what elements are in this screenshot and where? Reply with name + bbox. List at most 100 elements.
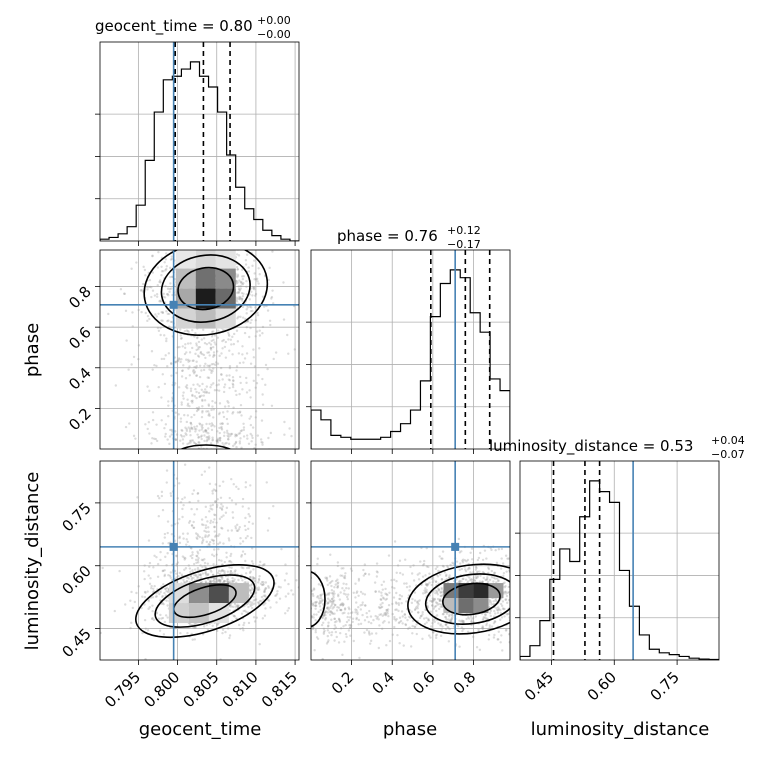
- sample-point: [159, 281, 162, 284]
- sample-point: [425, 616, 428, 620]
- sample-point: [242, 435, 246, 438]
- sample-point: [334, 583, 337, 586]
- sample-point: [228, 572, 232, 575]
- sample-point: [226, 422, 229, 426]
- sample-point: [312, 613, 316, 616]
- sample-point: [468, 579, 472, 582]
- sample-point: [258, 560, 262, 564]
- histogram-step: [311, 269, 510, 449]
- sample-point: [238, 289, 242, 292]
- sample-point: [213, 425, 216, 428]
- sample-point: [227, 442, 231, 446]
- sample-point: [493, 620, 497, 623]
- sample-point: [263, 590, 266, 594]
- sample-point: [346, 593, 350, 596]
- sample-point: [195, 409, 199, 413]
- sample-point: [223, 579, 226, 583]
- sample-point: [206, 234, 208, 236]
- sample-point: [224, 511, 228, 514]
- sample-point: [240, 282, 244, 285]
- sample-point: [170, 524, 173, 527]
- sample-point: [192, 489, 196, 492]
- sample-point: [249, 321, 252, 325]
- sample-point: [398, 597, 401, 601]
- density-cell: [175, 288, 196, 309]
- sample-point: [457, 624, 460, 628]
- sample-point: [242, 282, 245, 285]
- sample-point: [288, 427, 291, 430]
- sample-point: [250, 547, 254, 550]
- sample-point: [181, 394, 185, 397]
- sample-point: [160, 479, 162, 481]
- sample-point: [501, 600, 505, 603]
- sample-point: [252, 568, 255, 571]
- sample-point: [339, 627, 343, 630]
- sample-point: [154, 313, 157, 316]
- histogram-area: [100, 42, 299, 241]
- sample-point: [275, 574, 278, 577]
- sample-point: [300, 586, 302, 588]
- sample-point: [438, 599, 441, 603]
- sample-point: [239, 429, 243, 433]
- sample-point: [217, 389, 221, 392]
- sample-point: [165, 339, 168, 343]
- sample-point: [160, 319, 163, 322]
- sample-point: [186, 414, 190, 417]
- sample-point: [431, 599, 435, 602]
- sample-point: [441, 557, 444, 560]
- sample-point: [333, 617, 337, 621]
- sample-point: [482, 616, 485, 619]
- sample-point: [323, 612, 326, 616]
- sample-point: [517, 593, 519, 595]
- sample-point: [184, 567, 188, 570]
- sample-point: [283, 420, 286, 424]
- density-cell: [195, 308, 216, 329]
- sample-point: [425, 565, 429, 568]
- sample-point: [182, 503, 185, 507]
- y-axis-label-phase: phase: [22, 323, 43, 377]
- sample-point: [164, 284, 167, 288]
- sample-point: [240, 297, 244, 301]
- sample-point: [209, 580, 212, 584]
- sample-point: [180, 428, 183, 432]
- sample-point: [189, 389, 193, 393]
- sample-point: [337, 641, 341, 644]
- sample-point: [342, 592, 346, 595]
- sample-point: [326, 640, 330, 644]
- sample-point: [338, 598, 342, 601]
- sample-point: [239, 281, 243, 284]
- sample-point: [198, 441, 201, 444]
- sample-point: [478, 570, 481, 573]
- sample-point: [223, 431, 226, 434]
- sample-point: [385, 608, 388, 612]
- sample-point: [134, 437, 137, 440]
- sample-point: [356, 612, 359, 616]
- sample-point: [240, 555, 243, 558]
- truth-marker: [451, 542, 460, 551]
- sample-point: [185, 543, 188, 546]
- sample-point: [203, 399, 207, 402]
- sample-point: [220, 559, 223, 562]
- sample-point: [212, 563, 215, 566]
- title-luminosity-distance-plus: +0.04: [711, 434, 745, 447]
- sample-point: [209, 346, 213, 349]
- density-area: [100, 461, 299, 660]
- contour-level-1: [407, 563, 510, 635]
- sample-point: [426, 606, 430, 609]
- sample-point: [235, 365, 239, 368]
- sample-point: [201, 328, 205, 331]
- sample-point: [168, 574, 172, 578]
- sample-point: [439, 594, 442, 598]
- sample-point: [239, 287, 243, 290]
- sample-point: [238, 411, 241, 414]
- sample-point: [168, 435, 172, 438]
- sample-point: [450, 620, 453, 623]
- sample-point: [336, 606, 339, 609]
- sample-point: [249, 423, 253, 427]
- sample-point: [333, 612, 336, 615]
- sample-point: [158, 242, 160, 244]
- sample-point: [244, 516, 247, 520]
- sample-point: [261, 441, 264, 444]
- sample-point: [151, 411, 155, 414]
- sample-point: [414, 607, 417, 611]
